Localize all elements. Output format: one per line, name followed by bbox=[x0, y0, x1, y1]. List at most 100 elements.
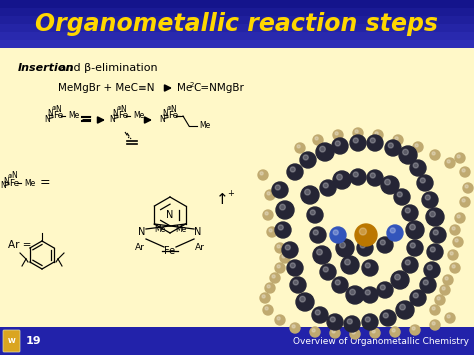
Circle shape bbox=[362, 314, 378, 330]
Circle shape bbox=[430, 247, 435, 252]
Circle shape bbox=[277, 265, 280, 268]
Circle shape bbox=[323, 267, 328, 272]
Text: Me: Me bbox=[154, 225, 165, 235]
Circle shape bbox=[402, 257, 418, 273]
Circle shape bbox=[262, 295, 265, 298]
Circle shape bbox=[275, 185, 280, 190]
Text: N: N bbox=[166, 210, 173, 220]
Text: ↑: ↑ bbox=[216, 192, 228, 208]
Circle shape bbox=[452, 265, 455, 268]
Circle shape bbox=[402, 205, 418, 221]
Circle shape bbox=[410, 160, 426, 176]
Circle shape bbox=[426, 208, 444, 226]
Circle shape bbox=[432, 307, 435, 310]
Circle shape bbox=[445, 277, 448, 280]
Circle shape bbox=[307, 207, 323, 223]
Circle shape bbox=[345, 259, 350, 265]
Text: N: N bbox=[11, 171, 17, 180]
Circle shape bbox=[277, 245, 280, 248]
Circle shape bbox=[452, 227, 455, 230]
Circle shape bbox=[410, 224, 415, 230]
Text: N: N bbox=[44, 115, 50, 124]
Circle shape bbox=[463, 183, 473, 193]
Circle shape bbox=[455, 153, 465, 163]
Circle shape bbox=[275, 222, 291, 238]
Circle shape bbox=[455, 239, 458, 242]
Circle shape bbox=[370, 173, 375, 178]
Circle shape bbox=[445, 313, 455, 323]
Circle shape bbox=[410, 325, 420, 335]
Text: ⊕: ⊕ bbox=[167, 106, 171, 111]
Circle shape bbox=[443, 275, 453, 285]
Circle shape bbox=[275, 315, 285, 325]
Circle shape bbox=[327, 314, 343, 330]
Circle shape bbox=[381, 176, 399, 194]
Circle shape bbox=[360, 243, 365, 248]
Circle shape bbox=[385, 140, 401, 156]
Circle shape bbox=[272, 275, 275, 278]
Text: Me: Me bbox=[24, 179, 35, 187]
Text: Overview of Organometallic Chemistry: Overview of Organometallic Chemistry bbox=[293, 337, 469, 345]
Bar bbox=[0, 0, 474, 48]
Text: Ar =: Ar = bbox=[8, 240, 31, 250]
Circle shape bbox=[410, 290, 426, 306]
Bar bbox=[0, 32, 474, 40]
Circle shape bbox=[437, 297, 440, 300]
Circle shape bbox=[353, 128, 363, 138]
Circle shape bbox=[415, 144, 418, 147]
Circle shape bbox=[310, 227, 326, 243]
Circle shape bbox=[303, 155, 308, 160]
Circle shape bbox=[267, 285, 270, 288]
Circle shape bbox=[365, 317, 370, 322]
Circle shape bbox=[312, 329, 315, 332]
Circle shape bbox=[290, 263, 295, 268]
Circle shape bbox=[450, 252, 453, 255]
Circle shape bbox=[352, 331, 355, 334]
Circle shape bbox=[339, 242, 346, 248]
Circle shape bbox=[413, 163, 419, 168]
Circle shape bbox=[330, 227, 346, 243]
Circle shape bbox=[372, 330, 375, 333]
Text: Insertion: Insertion bbox=[18, 63, 74, 73]
Circle shape bbox=[276, 201, 294, 219]
Text: C=NMgBr: C=NMgBr bbox=[193, 83, 244, 93]
Circle shape bbox=[462, 169, 465, 172]
Circle shape bbox=[258, 170, 268, 180]
Circle shape bbox=[392, 329, 395, 332]
Circle shape bbox=[380, 285, 385, 290]
Circle shape bbox=[433, 230, 438, 235]
Text: Fe: Fe bbox=[9, 179, 19, 187]
Circle shape bbox=[265, 190, 275, 200]
Circle shape bbox=[457, 215, 460, 218]
Circle shape bbox=[377, 237, 393, 253]
Circle shape bbox=[412, 327, 415, 330]
Circle shape bbox=[297, 145, 300, 148]
Text: =: = bbox=[40, 176, 51, 190]
Circle shape bbox=[460, 167, 470, 177]
Circle shape bbox=[350, 329, 360, 339]
Circle shape bbox=[336, 239, 354, 257]
Circle shape bbox=[427, 265, 432, 270]
Circle shape bbox=[312, 307, 328, 323]
Circle shape bbox=[319, 146, 325, 152]
Circle shape bbox=[295, 143, 305, 153]
Circle shape bbox=[396, 301, 414, 319]
Circle shape bbox=[387, 225, 403, 241]
Circle shape bbox=[310, 210, 315, 215]
Circle shape bbox=[353, 138, 358, 143]
Text: Fe: Fe bbox=[164, 246, 175, 256]
Circle shape bbox=[423, 280, 428, 285]
Circle shape bbox=[362, 260, 378, 276]
Circle shape bbox=[280, 253, 290, 263]
Circle shape bbox=[384, 179, 391, 185]
Circle shape bbox=[420, 277, 436, 293]
Circle shape bbox=[300, 296, 305, 302]
Text: Me: Me bbox=[133, 111, 144, 120]
Circle shape bbox=[275, 243, 285, 253]
Text: ⊕: ⊕ bbox=[52, 106, 56, 111]
Circle shape bbox=[377, 282, 393, 298]
Circle shape bbox=[335, 280, 340, 285]
Circle shape bbox=[417, 175, 433, 191]
Circle shape bbox=[282, 242, 298, 258]
Circle shape bbox=[315, 310, 320, 315]
